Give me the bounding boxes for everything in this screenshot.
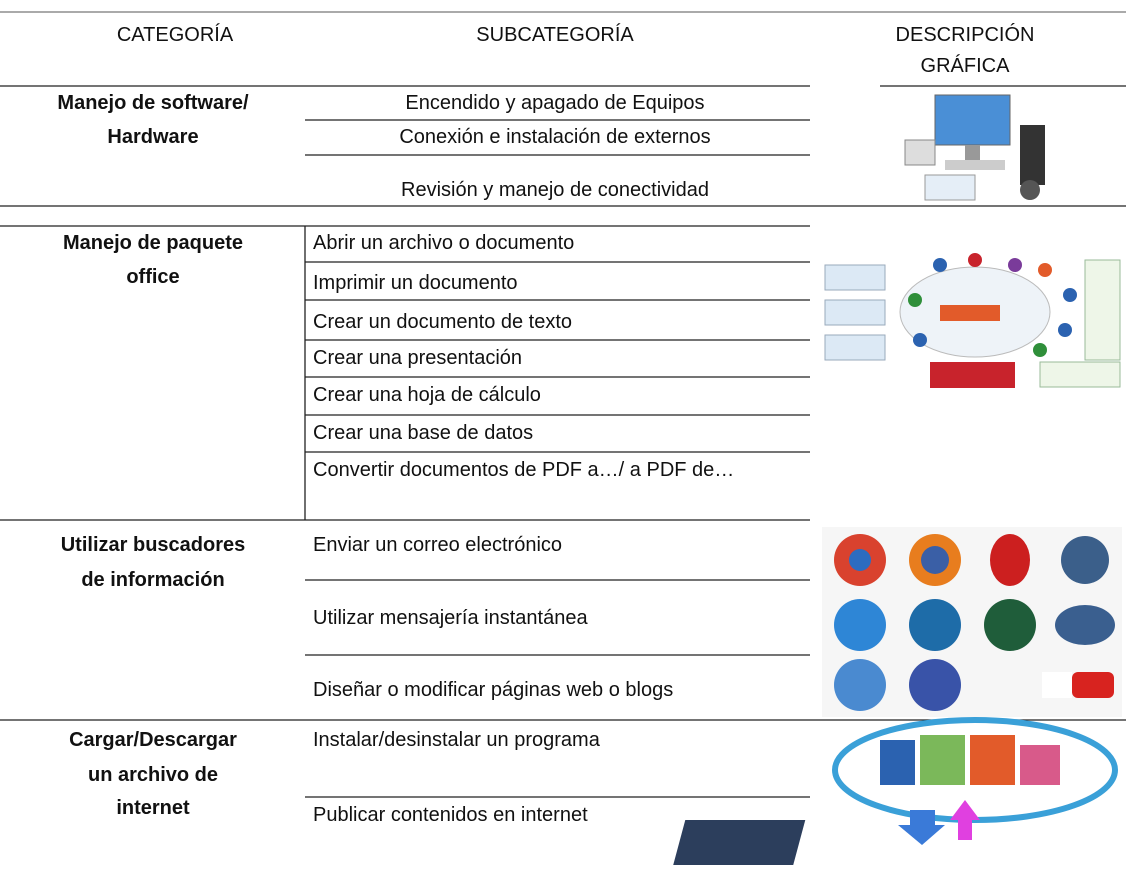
subcategory: Enviar un correo electrónico <box>313 534 563 556</box>
subcategory: Crear una hoja de cálculo <box>313 384 541 406</box>
cloud-image <box>673 717 1118 865</box>
category: Manejo de software/ <box>57 92 249 114</box>
subcategory: Crear un documento de texto <box>313 311 573 333</box>
subcategory: Conexión e instalación de externos <box>399 126 711 148</box>
category: Utilizar buscadores <box>60 534 246 556</box>
column-header: CATEGORÍA <box>116 24 234 46</box>
column-header: GRÁFICA <box>920 55 1010 77</box>
subcategory: Publicar contenidos en internet <box>313 804 588 826</box>
browsers-image <box>822 527 1122 717</box>
subcategory: Instalar/desinstalar un programa <box>313 729 600 751</box>
office-image <box>824 253 1121 388</box>
category: de información <box>81 569 225 591</box>
subcategory: Abrir un archivo o documento <box>313 232 575 254</box>
subcategory: Convertir documentos de PDF a…/ a PDF de… <box>313 459 735 481</box>
column-header: SUBCATEGORÍA <box>476 24 634 46</box>
subcategory: Revisión y manejo de conectividad <box>401 179 709 201</box>
category: Manejo de paquete <box>62 232 244 254</box>
subcategory: Crear una base de datos <box>313 422 534 444</box>
column-header: DESCRIPCIÓN <box>895 24 1035 46</box>
subcategory: Crear una presentación <box>313 347 523 369</box>
category: internet <box>116 797 190 819</box>
subcategory: Encendido y apagado de Equipos <box>405 92 705 114</box>
subcategory: Diseñar o modificar páginas web o blogs <box>313 679 674 701</box>
category: un archivo de <box>87 764 219 786</box>
hardware-image <box>904 94 1045 201</box>
category: Cargar/Descargar <box>69 729 237 751</box>
category: Hardware <box>107 126 199 148</box>
category: office <box>126 266 180 288</box>
subcategory: Imprimir un documento <box>313 272 518 294</box>
subcategory: Utilizar mensajería instantánea <box>313 607 588 629</box>
